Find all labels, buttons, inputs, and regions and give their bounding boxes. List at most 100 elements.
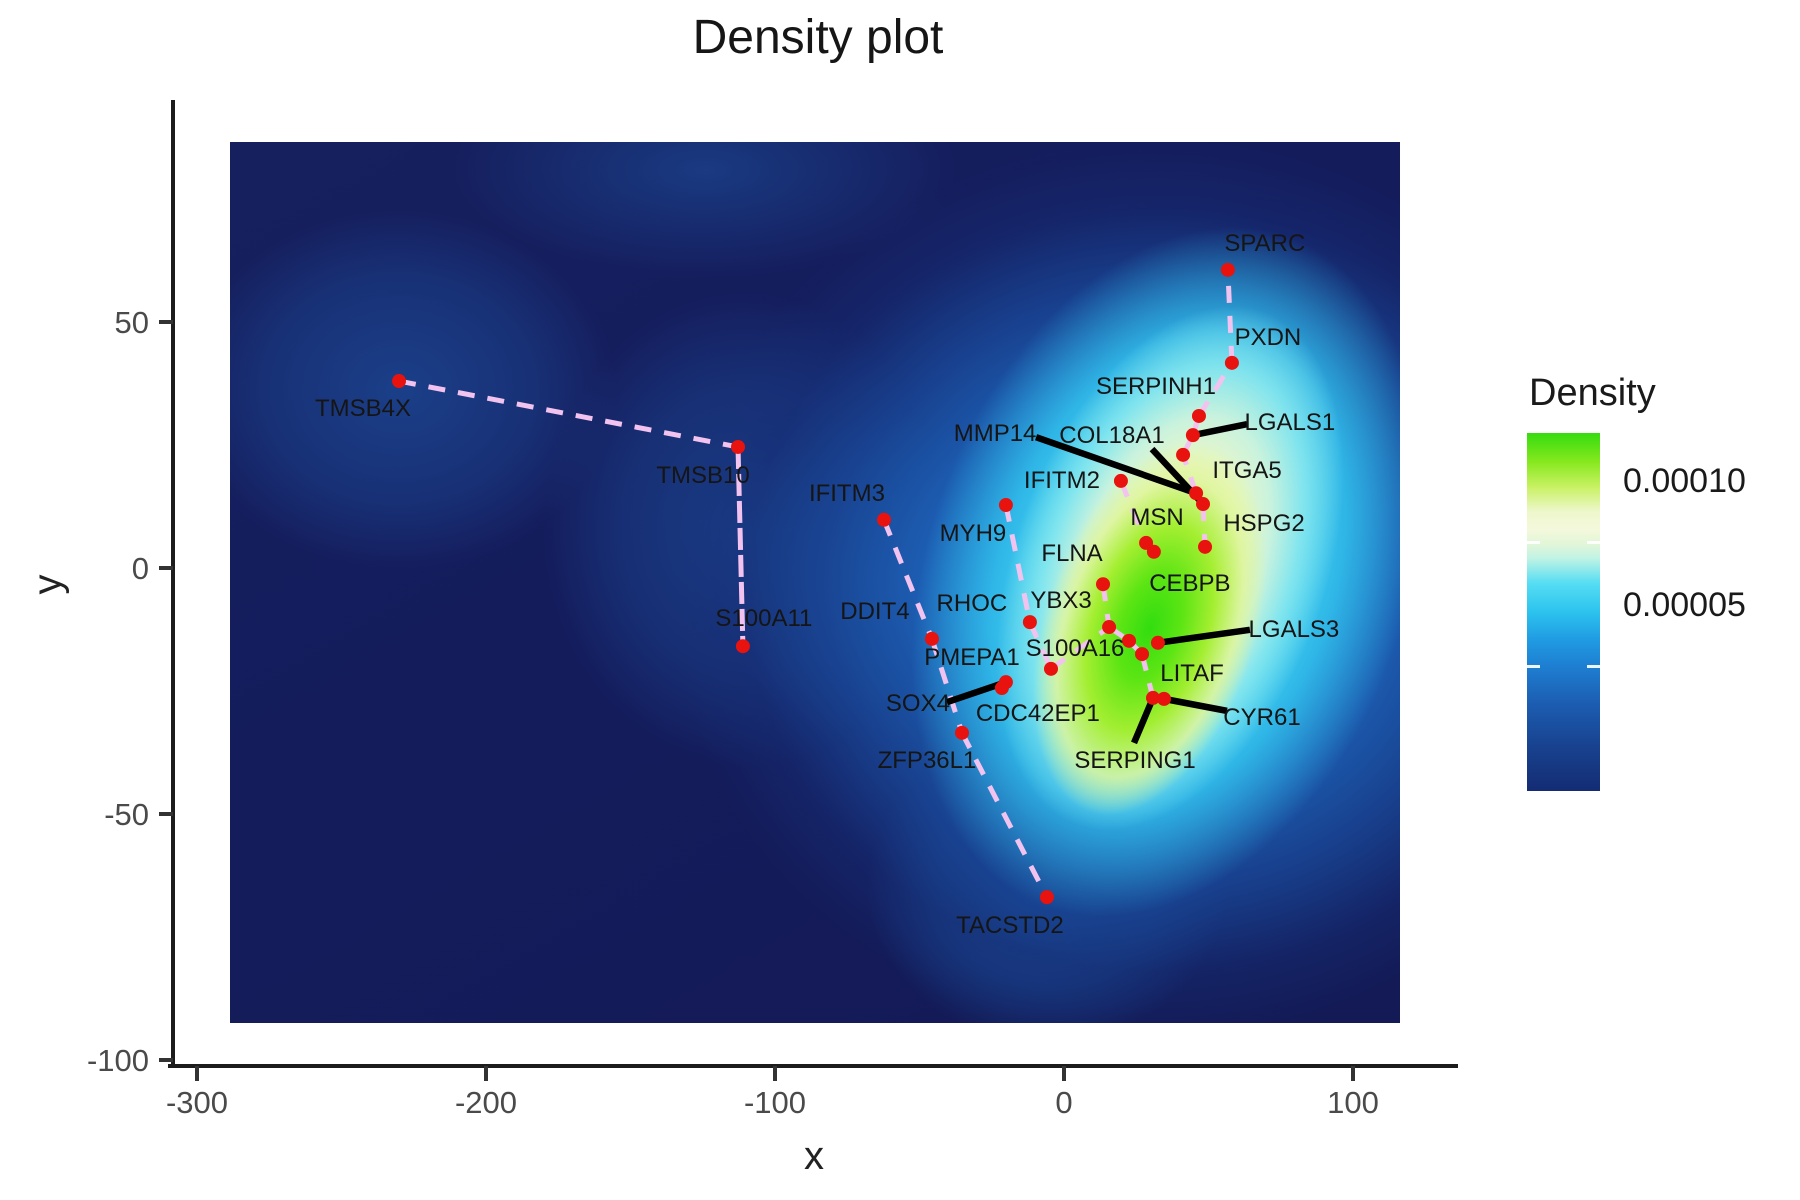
data-point-cyr61 (1156, 691, 1171, 706)
trajectory-segment-serpinh1-pxdn (1196, 361, 1235, 418)
data-point-ifitm3 (876, 512, 891, 527)
gene-label-itga5: ITGA5 (1212, 457, 1281, 484)
gene-label-ddit4: DDIT4 (840, 598, 909, 625)
density-raster (230, 142, 1400, 1023)
label-connector-lgals3 (1157, 626, 1251, 647)
gene-label-pxdn: PXDN (1235, 324, 1302, 351)
gene-label-sox4: SOX4 (886, 690, 950, 717)
gene-label-cyr61: CYR61 (1223, 704, 1300, 731)
trajectory-segment-col18a1-hspg2 (1200, 503, 1208, 547)
data-point-zfp36l1 (954, 725, 969, 740)
x-tick-label: -300 (166, 1085, 228, 1120)
gene-label-msn: MSN (1130, 504, 1183, 531)
data-point-serpinh1 (1191, 408, 1206, 423)
y-tick-label: -50 (104, 797, 149, 832)
trajectory-segment-myh9-rhoc (1003, 504, 1033, 623)
gene-label-lgals1: LGALS1 (1245, 409, 1336, 436)
gene-label-hspg2: HSPG2 (1223, 510, 1304, 537)
gene-label-zfp36l1: ZFP36L1 (878, 747, 977, 774)
trajectory-segment-tmsb4x-tmsb10 (398, 378, 739, 450)
data-point-litaf (1135, 647, 1150, 662)
gene-label-serpinh1: SERPINH1 (1096, 373, 1216, 400)
trajectory-segment-ifitm2-msn (1118, 479, 1149, 544)
gene-label-tacstd2: TACSTD2 (956, 912, 1064, 939)
y-tick-label: -100 (87, 1043, 149, 1078)
trajectory-segment-rhoc-pmepa1 (1027, 621, 1054, 670)
gene-label-rhoc: RHOC (937, 590, 1008, 617)
data-point-ddit4 (924, 631, 939, 646)
trajectory-segment-pmepa1-ybx3 (1049, 625, 1111, 671)
gene-label-col18a1: COL18A1 (1059, 422, 1164, 449)
gene-label-ybx3: YBX3 (1030, 587, 1091, 614)
gene-label-ifitm2: IFITM2 (1024, 467, 1100, 494)
gene-label-serping1: SERPING1 (1074, 747, 1195, 774)
legend-title: Density (1529, 372, 1656, 414)
x-tick-label: -100 (744, 1085, 806, 1120)
y-tick-label: 50 (115, 305, 149, 340)
gene-label-tmsb10: TMSB10 (656, 462, 749, 489)
label-connector-serping1 (1131, 696, 1157, 745)
trajectory-segment-litaf-serping1 (1139, 653, 1156, 699)
data-point-flna (1096, 577, 1111, 592)
gene-label-mmp14: MMP14 (954, 420, 1037, 447)
data-point-ifitm2 (1113, 473, 1128, 488)
data-point-lgals3 (1150, 635, 1165, 650)
data-point-pxdn (1224, 355, 1239, 370)
data-point-lgals1 (1185, 428, 1200, 443)
data-point-col18a1 (1196, 497, 1211, 512)
x-axis-title: x (804, 1134, 824, 1178)
data-point-pmepa1 (1043, 661, 1058, 676)
gene-label-lgals3: LGALS3 (1249, 616, 1340, 643)
gene-label-myh9: MYH9 (940, 520, 1007, 547)
data-point-rhoc (1022, 615, 1037, 630)
data-point-itga5 (1176, 447, 1191, 462)
gene-label-flna: FLNA (1041, 540, 1102, 567)
legend-tick-mark (1527, 541, 1540, 544)
x-tick-label: 0 (1055, 1085, 1072, 1120)
x-tick-label: -200 (455, 1085, 517, 1120)
y-axis-title: y (25, 574, 70, 595)
data-point-mmp14 (1189, 486, 1204, 501)
trajectory-segment-ifitm3-ddit4 (881, 518, 935, 640)
data-point-serping1 (1146, 690, 1161, 705)
gene-label-litaf: LITAF (1160, 660, 1224, 687)
data-point-tmsb4x (392, 374, 407, 389)
trajectory-segment-ddit4-zfp36l1 (929, 638, 965, 734)
data-point-cebpb (1146, 544, 1161, 559)
data-point-cdc42ep1 (994, 681, 1009, 696)
plot-title: Density plot (692, 11, 944, 64)
data-point-tacstd2 (1039, 890, 1054, 905)
data-point-hspg2 (1198, 539, 1213, 554)
legend-tick-label: 0.00010 (1623, 462, 1746, 500)
gene-label-cdc42ep1: CDC42EP1 (976, 700, 1100, 727)
legend-tick-mark (1587, 665, 1600, 668)
gene-label-sparc: SPARC (1224, 230, 1305, 257)
data-point-s100a11 (735, 639, 750, 654)
gene-label-ifitm3: IFITM3 (809, 480, 885, 507)
trajectory-segment-tmsb10-s100a11 (735, 446, 746, 647)
data-point-tmsb10 (731, 439, 746, 454)
legend-tick-mark (1587, 541, 1600, 544)
label-connector-mmp14 (1034, 434, 1198, 497)
gene-label-pmepa1: PMEPA1 (924, 644, 1020, 671)
gene-label-s100a16: S100A16 (1026, 635, 1125, 662)
trajectory-segment-zfp36l1-tacstd2 (959, 731, 1050, 899)
trajectory-segment-flna-ybx3 (1100, 583, 1112, 628)
trajectory-segment-pxdn-sparc (1225, 269, 1235, 363)
data-point-ybx3 (1102, 620, 1117, 635)
x-tick-label: 100 (1327, 1085, 1379, 1120)
y-tick-label: 0 (132, 551, 149, 586)
data-point-sparc (1220, 262, 1235, 277)
label-connector-cyr61 (1163, 695, 1228, 715)
legend-colorbar (1527, 433, 1600, 791)
gene-label-cebpb: CEBPB (1149, 570, 1230, 597)
data-point-myh9 (998, 498, 1013, 513)
gene-label-s100a11: S100A11 (715, 605, 812, 632)
legend: Density 0.00010 0.00005 (1527, 372, 1800, 791)
label-connector-lgals1 (1192, 420, 1248, 439)
data-point-s100a16 (1122, 633, 1137, 648)
legend-tick-mark (1527, 665, 1540, 668)
gene-label-tmsb4x: TMSB4X (315, 395, 411, 422)
